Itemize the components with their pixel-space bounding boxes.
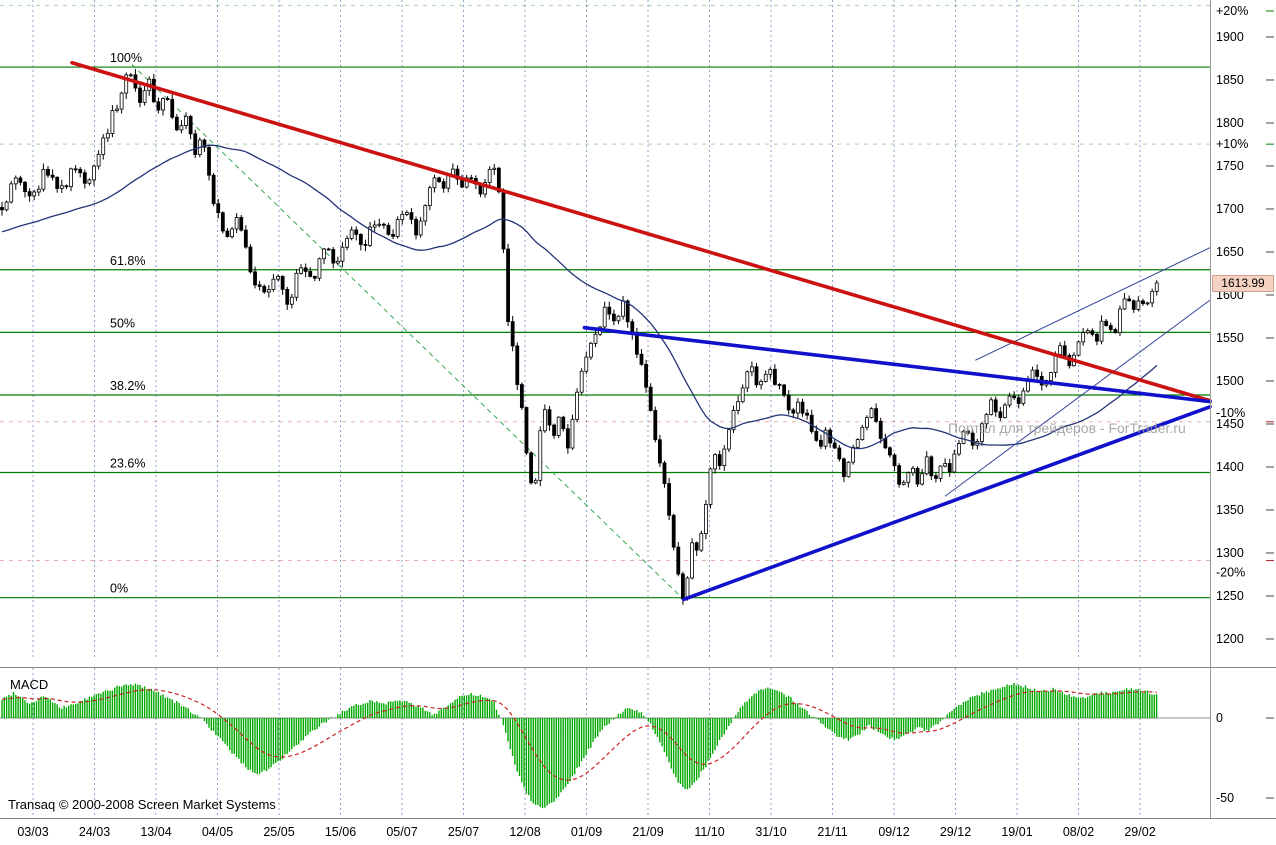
fib-level-label: 38.2% <box>110 379 145 393</box>
fib-baseline <box>131 64 684 600</box>
percent-tick-label: -10% <box>1216 406 1245 420</box>
date-axis-labels: 03/03 24/03 13/04 04/05 25/05 15/06 05/07 25/07… <box>17 825 1155 839</box>
date-label: 05/07 <box>386 825 417 839</box>
date-label: 04/05 <box>202 825 233 839</box>
price-tick-label: 1250 <box>1216 589 1244 603</box>
price-tick-label: 1650 <box>1216 245 1244 259</box>
date-label: 25/05 <box>263 825 294 839</box>
price-tick-label: 1550 <box>1216 331 1244 345</box>
fib-levels: 0% 23.6% 38.2% 50% 61.8% 100% <box>0 51 1210 599</box>
date-label: 31/10 <box>755 825 786 839</box>
moving-average-line <box>1 144 1158 450</box>
fib-level-label: 100% <box>110 51 142 65</box>
percent-tick-label: +10% <box>1216 137 1248 151</box>
macd-tick-label: -50 <box>1216 791 1234 805</box>
vertical-gridlines <box>32 0 1141 818</box>
date-label: 08/02 <box>1063 825 1094 839</box>
date-label: 13/04 <box>140 825 171 839</box>
date-label: 29/12 <box>940 825 971 839</box>
macd-histogram <box>1 683 1158 809</box>
watermark: Портал для трейдеров - ForTrader.ru <box>948 420 1186 436</box>
date-label: 09/12 <box>878 825 909 839</box>
date-label: 24/03 <box>79 825 110 839</box>
trendline-resistance-red[interactable] <box>70 60 1212 403</box>
price-tick-label: 1700 <box>1216 202 1244 216</box>
fib-level-label: 50% <box>110 316 135 330</box>
macd-panel-label: MACD <box>10 677 49 692</box>
price-tick-label: 1400 <box>1216 460 1244 474</box>
date-label: 29/02 <box>1124 825 1155 839</box>
date-label: 12/08 <box>509 825 540 839</box>
date-label: 19/01 <box>1001 825 1032 839</box>
date-label: 15/06 <box>325 825 356 839</box>
channel-lines <box>944 247 1211 497</box>
price-axis: 1900185018001750170016501600155015001450… <box>1216 4 1274 646</box>
panel-separators <box>0 0 1276 819</box>
price-tick-label: 1850 <box>1216 73 1244 87</box>
date-label: 11/10 <box>694 825 724 839</box>
fib-level-label: 61.8% <box>110 254 145 268</box>
price-tick-label: 1800 <box>1216 116 1244 130</box>
last-price-badge[interactable]: 1613.99 <box>1212 275 1274 292</box>
macd-axis: 0 -50 <box>1216 711 1274 805</box>
date-label: 01/09 <box>571 825 602 839</box>
price-tick-label: 1500 <box>1216 374 1244 388</box>
date-label: 03/03 <box>17 825 48 839</box>
date-label: 25/07 <box>448 825 479 839</box>
percent-tick-label: -20% <box>1216 566 1245 580</box>
price-tick-label: 1350 <box>1216 503 1244 517</box>
fib-level-label: 23.6% <box>110 456 145 470</box>
trendline-wedge-lower-blue[interactable] <box>681 404 1212 602</box>
price-tick-label: 1300 <box>1216 546 1244 560</box>
percent-tick-label: +20% <box>1216 4 1248 18</box>
date-label: 21/09 <box>632 825 663 839</box>
price-tick-label: 1750 <box>1216 159 1244 173</box>
price-tick-label: 1900 <box>1216 30 1244 44</box>
macd-tick-label: 0 <box>1216 711 1223 725</box>
fib-level-label: 0% <box>110 582 128 596</box>
candlesticks <box>0 69 1159 605</box>
trendline-wedge-upper-blue[interactable] <box>582 325 1212 404</box>
date-label: 21/11 <box>817 825 847 839</box>
copyright-text: Transaq © 2000-2008 Screen Market System… <box>8 797 276 812</box>
price-tick-label: 1200 <box>1216 632 1244 646</box>
percent-gridlines <box>0 4 1210 562</box>
price-tick-label: 1450 <box>1216 417 1244 431</box>
